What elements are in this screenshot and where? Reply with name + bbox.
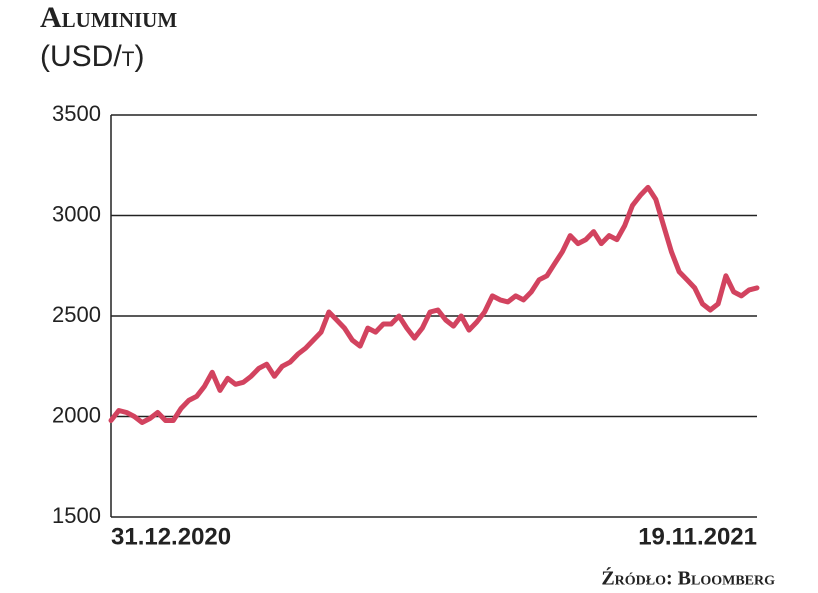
y-tick-label: 2500 (52, 302, 101, 327)
data-line (108, 184, 760, 425)
chart-title: Aluminium (40, 1, 177, 34)
x-tick-label: 19.11.2021 (638, 523, 757, 550)
source: Źródło: Bloomberg (601, 567, 775, 590)
y-tick-label: 3500 (52, 101, 101, 126)
y-tick-label: 1500 (52, 503, 101, 528)
x-tick-label: 31.12.2020 (111, 523, 231, 550)
y-tick-label: 3000 (52, 201, 101, 226)
y-tick-label: 2000 (52, 402, 101, 427)
chart-subtitle: (USD/t) (40, 40, 144, 73)
